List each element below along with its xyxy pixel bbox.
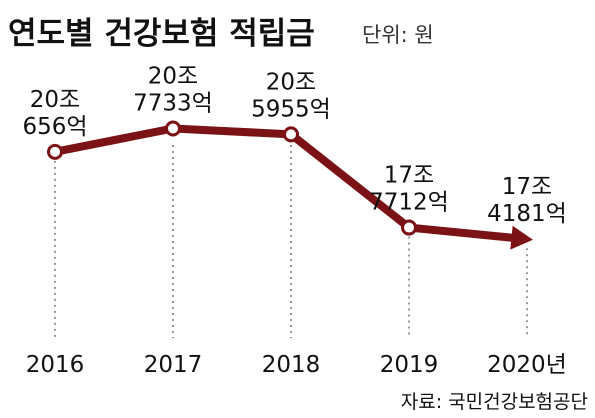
data-label-2017-line1: 20조 — [148, 63, 198, 89]
data-label-2018-line1: 20조 — [266, 69, 316, 95]
data-label-2016-line2: 656억 — [22, 114, 87, 140]
x-tick-label-2017: 2017 — [144, 352, 203, 378]
data-label-2019-line1: 17조 — [384, 163, 434, 189]
data-point-2016 — [47, 143, 63, 160]
point-layer — [47, 120, 417, 236]
data-label-2019-line2: 7712억 — [369, 190, 449, 216]
x-tick-label-2020년: 2020년 — [487, 352, 567, 378]
data-label-2016-line1: 20조 — [30, 87, 80, 113]
tick-layer: 2016 2017 2018 2019 2020년 — [26, 352, 567, 378]
grid-layer — [54, 145, 528, 338]
data-label-2020년-line1: 17조 — [502, 174, 552, 200]
series-line — [51, 124, 521, 243]
data-point-2018 — [283, 126, 299, 143]
x-tick-label-2019: 2019 — [380, 352, 439, 378]
data-point-2019 — [401, 219, 417, 236]
data-point-2017 — [165, 120, 181, 137]
series-arrowhead — [510, 225, 533, 250]
x-tick-label-2018: 2018 — [262, 352, 321, 378]
unit-note: 단위: 원 — [362, 23, 434, 47]
line-layer — [51, 124, 533, 250]
data-label-2020년-line2: 4181억 — [487, 201, 567, 227]
x-tick-label-2016: 2016 — [26, 352, 85, 378]
source-note: 자료: 국민건강보험공단 — [401, 391, 588, 413]
data-label-2017-line2: 7733억 — [133, 90, 213, 116]
chart-title: 연도별 건강보험 적립금 — [8, 16, 315, 52]
data-label-2018-line2: 5955억 — [251, 96, 331, 122]
